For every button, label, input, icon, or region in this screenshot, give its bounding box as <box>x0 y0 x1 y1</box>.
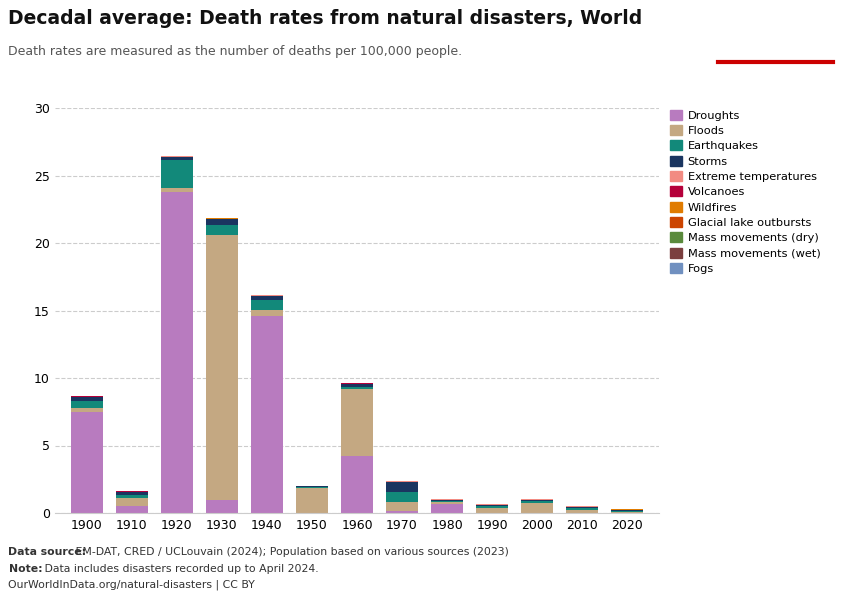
Bar <box>251 301 283 310</box>
Bar <box>521 499 552 500</box>
Bar <box>431 504 463 513</box>
Bar <box>206 226 238 235</box>
Text: in Data: in Data <box>756 43 795 53</box>
Bar <box>71 401 103 409</box>
Text: EM-DAT, CRED / UCLouvain (2024); Population based on various sources (2023): EM-DAT, CRED / UCLouvain (2024); Populat… <box>72 547 509 557</box>
Bar <box>116 506 148 513</box>
Bar <box>566 508 598 510</box>
Text: Note:: Note: <box>8 563 42 574</box>
Text: Data includes disasters recorded up to April 2024.: Data includes disasters recorded up to A… <box>41 563 319 574</box>
Bar <box>71 396 103 397</box>
Bar <box>521 501 552 503</box>
Text: Decadal average: Death rates from natural disasters, World: Decadal average: Death rates from natura… <box>8 9 643 28</box>
Bar <box>431 502 463 504</box>
Bar <box>116 492 148 495</box>
Bar <box>611 512 643 513</box>
Bar <box>431 501 463 502</box>
Text: OurWorldInData.org/natural-disasters | CC BY: OurWorldInData.org/natural-disasters | C… <box>8 580 255 590</box>
Bar <box>476 506 508 508</box>
Legend: Droughts, Floods, Earthquakes, Storms, Extreme temperatures, Volcanoes, Wildfire: Droughts, Floods, Earthquakes, Storms, E… <box>671 110 820 274</box>
Bar <box>566 507 598 508</box>
Bar <box>296 487 328 488</box>
Bar <box>162 157 193 160</box>
Bar <box>162 188 193 192</box>
Bar <box>476 508 508 513</box>
Text: Death rates are measured as the number of deaths per 100,000 people.: Death rates are measured as the number o… <box>8 45 462 58</box>
Bar <box>162 160 193 188</box>
Bar <box>251 316 283 513</box>
Bar <box>341 389 373 456</box>
Text: Our World: Our World <box>750 22 802 32</box>
Bar <box>116 495 148 498</box>
Bar <box>206 499 238 513</box>
Bar <box>386 482 418 492</box>
Bar <box>251 296 283 301</box>
Bar <box>386 511 418 513</box>
Bar <box>116 498 148 506</box>
Bar <box>386 502 418 511</box>
Bar <box>611 511 643 512</box>
Bar <box>566 506 598 507</box>
Bar <box>341 456 373 513</box>
Bar <box>71 397 103 401</box>
Bar <box>71 412 103 513</box>
Bar <box>386 492 418 502</box>
Bar <box>521 500 552 501</box>
Bar <box>206 220 238 226</box>
Text: Data source:: Data source: <box>8 547 87 557</box>
Bar <box>296 488 328 513</box>
Bar <box>162 192 193 513</box>
Bar <box>341 385 373 387</box>
Bar <box>71 409 103 412</box>
Bar <box>341 387 373 389</box>
Bar <box>251 310 283 316</box>
Bar <box>521 503 552 513</box>
Bar <box>476 505 508 506</box>
Bar <box>431 500 463 501</box>
Bar <box>206 235 238 499</box>
Bar <box>566 510 598 513</box>
